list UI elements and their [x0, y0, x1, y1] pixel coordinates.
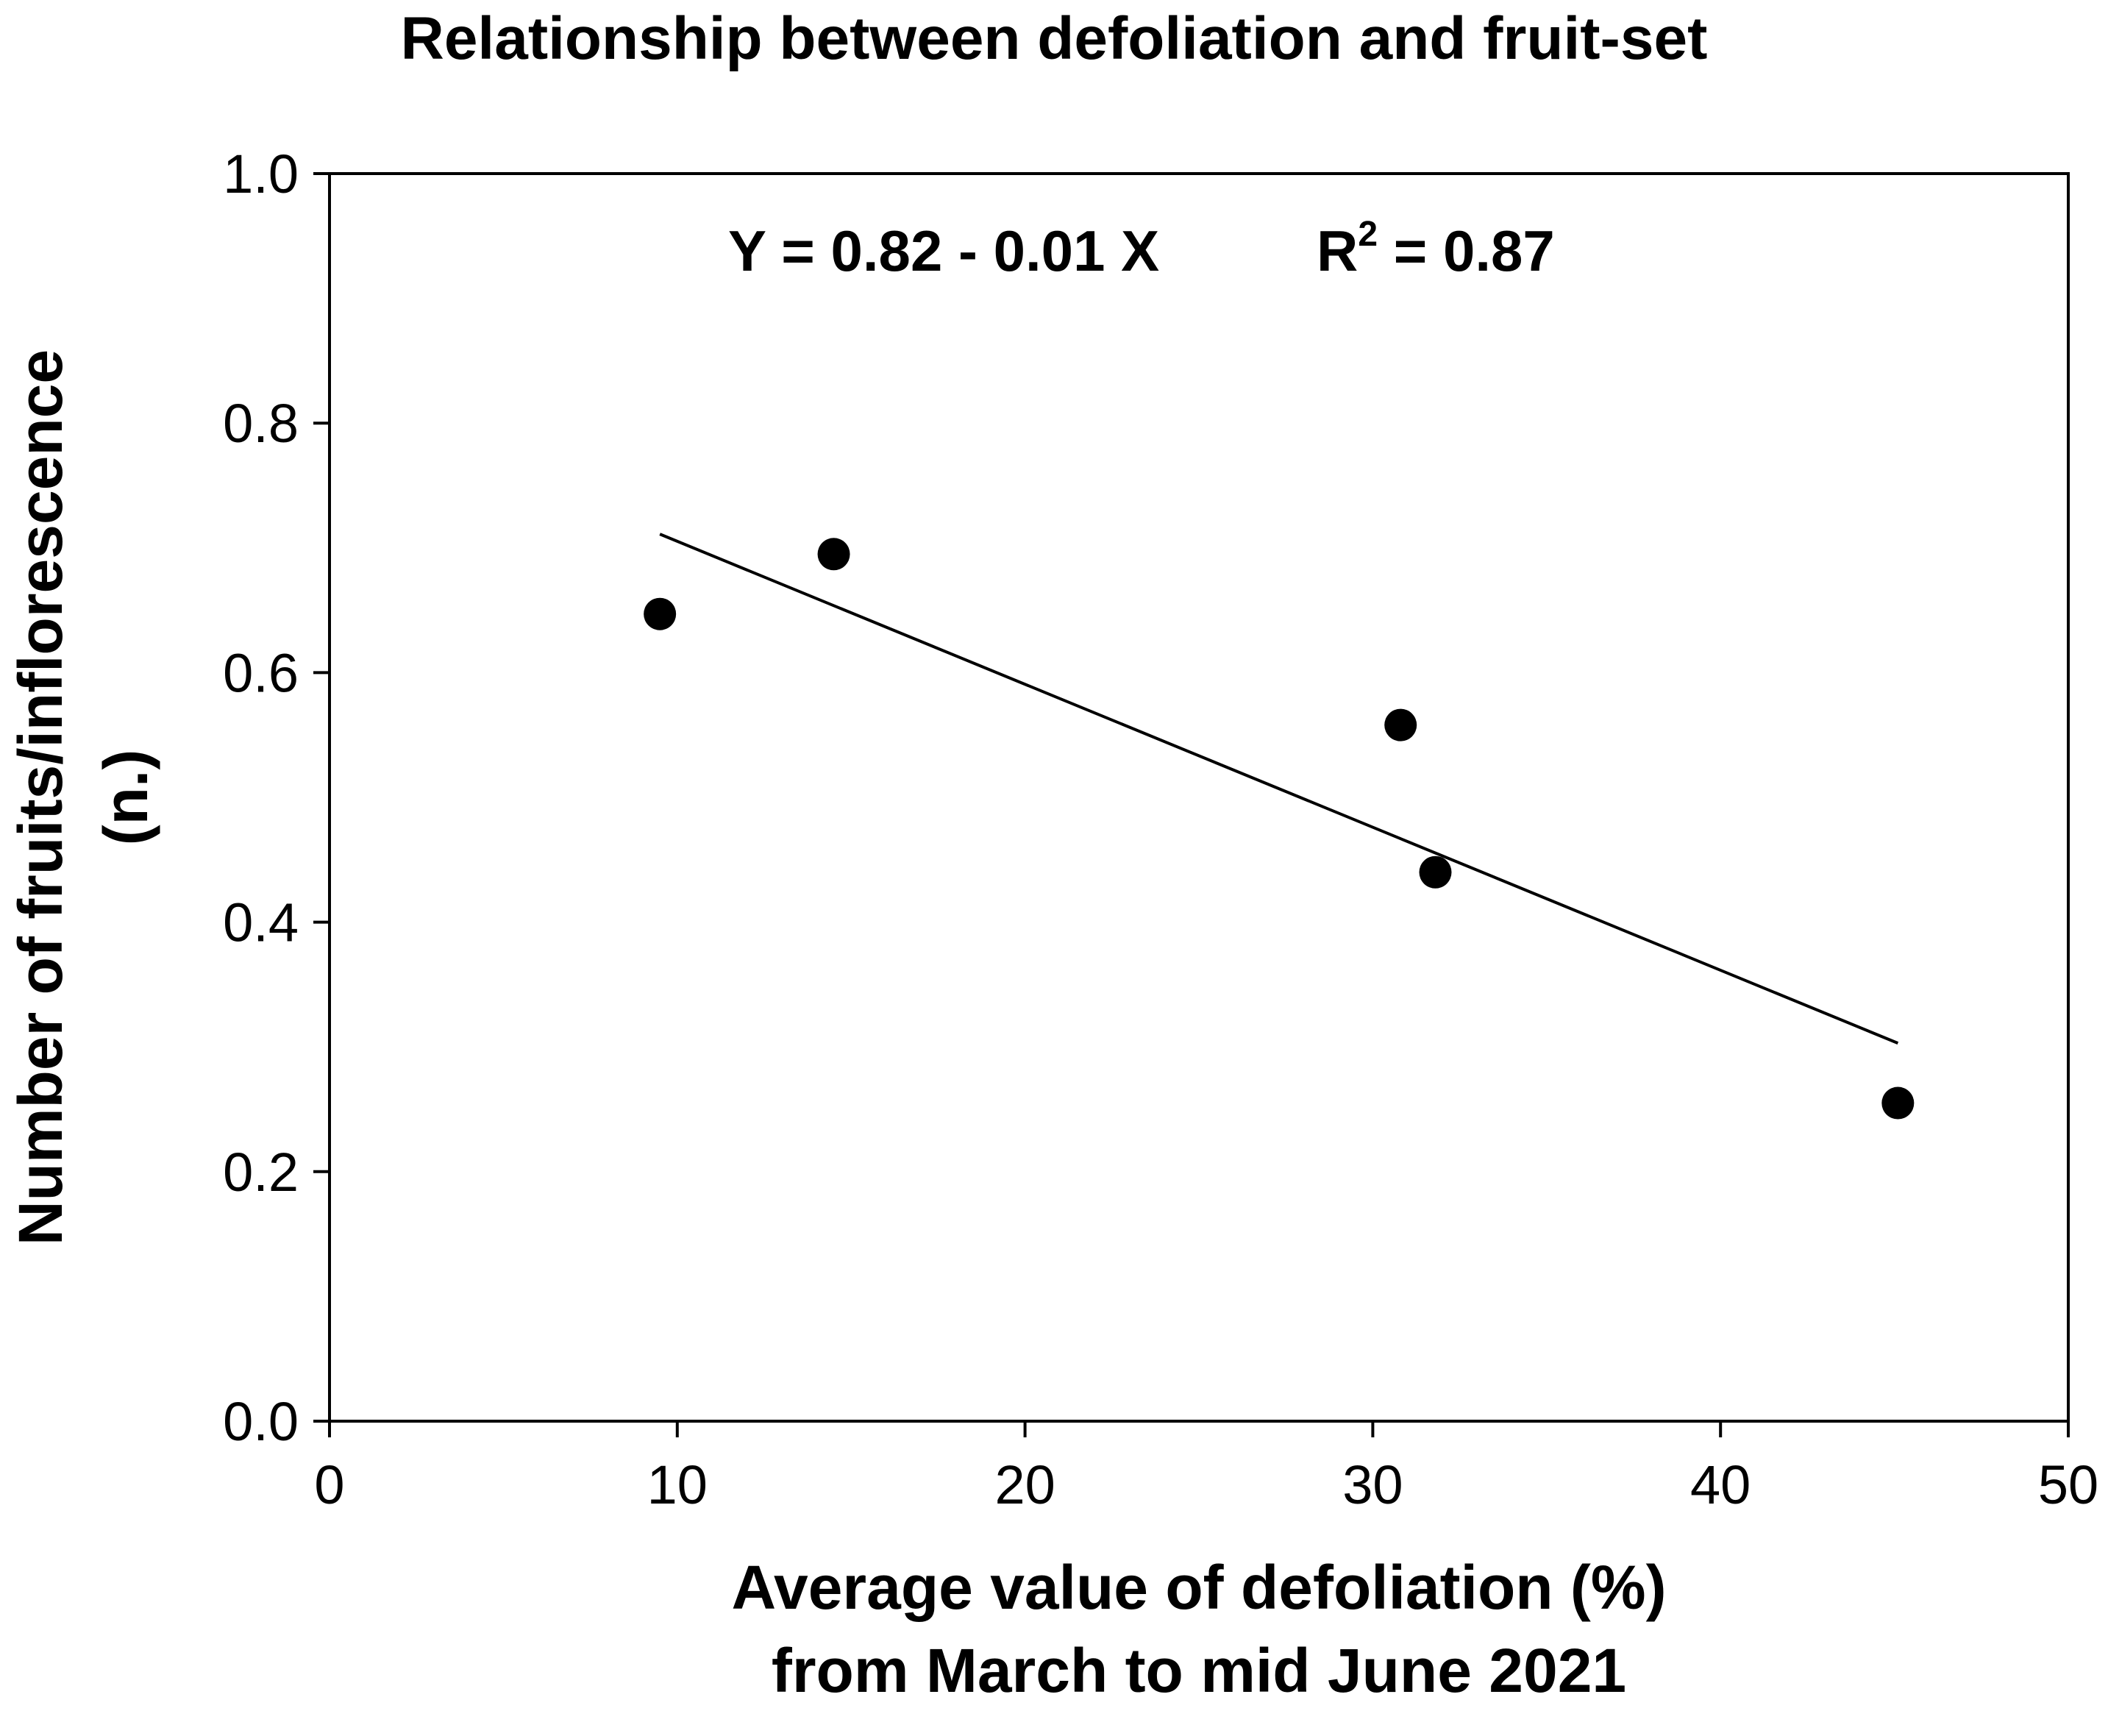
y-tick-label: 1.0 [223, 143, 299, 204]
data-point [644, 597, 677, 630]
chart-title: Relationship between defoliation and fru… [401, 5, 1708, 72]
y-tick-label: 0.2 [223, 1142, 299, 1203]
x-axis-label-line2: from March to mid June 2021 [772, 1636, 1626, 1705]
data-point [1419, 855, 1452, 889]
y-axis-label-line2: (n.) [91, 750, 160, 846]
data-points [644, 538, 1915, 1120]
y-tick-label: 0.6 [223, 642, 299, 703]
x-tick-label: 20 [994, 1454, 1055, 1515]
r-squared-superscript: 2 [1358, 215, 1378, 254]
data-point [1881, 1086, 1915, 1120]
regression-line [659, 533, 1899, 1045]
x-tick-label: 0 [314, 1454, 344, 1515]
y-axis-ticks: 0.0 0.2 0.4 0.6 0.8 1.0 [223, 143, 330, 1452]
x-axis-ticks: 0 10 20 30 40 50 [314, 1421, 2098, 1515]
y-tick-label: 0.8 [223, 393, 299, 454]
x-axis-label-line1: Average value of defoliation (%) [731, 1553, 1666, 1622]
x-tick-label: 40 [1690, 1454, 1751, 1515]
x-tick-label: 10 [647, 1454, 708, 1515]
data-point [1384, 708, 1417, 741]
r-squared-annotation: R2 = 0.87 [1317, 215, 1555, 283]
y-axis-label-line1: Number of fruits/inflorescence [6, 349, 75, 1245]
y-tick-label: 0.0 [223, 1391, 299, 1452]
y-tick-label: 0.4 [223, 892, 299, 953]
plot-area [328, 172, 2070, 1423]
x-tick-label: 50 [2038, 1454, 2098, 1515]
x-tick-label: 30 [1342, 1454, 1403, 1515]
r-squared-r: R [1317, 218, 1358, 283]
r-squared-value: = 0.87 [1378, 218, 1555, 283]
equation-annotation: Y = 0.82 - 0.01 X [728, 218, 1159, 283]
data-point [817, 538, 850, 571]
